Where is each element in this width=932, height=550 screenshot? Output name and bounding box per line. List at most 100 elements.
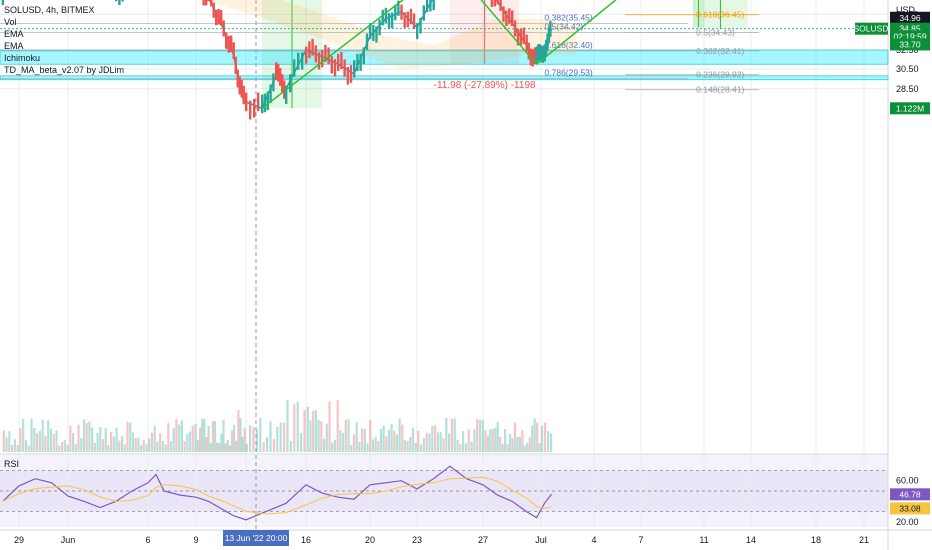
- volume-bar: [379, 428, 383, 452]
- volume-bar: [303, 410, 306, 452]
- candle: [321, 50, 324, 68]
- volume-bar: [506, 444, 509, 452]
- volume-bar: [428, 433, 431, 452]
- volume-bar: [96, 432, 99, 452]
- volume-bar: [201, 418, 204, 452]
- volume-bar: [262, 442, 265, 452]
- candle: [215, 9, 218, 26]
- volume-bar: [439, 432, 442, 452]
- volume-bar: [224, 443, 227, 452]
- volume-bar: [333, 439, 337, 452]
- volume-bar: [66, 444, 69, 452]
- candle: [409, 8, 413, 25]
- fib-label: 0.618(36.45): [696, 10, 744, 20]
- volume-bar: [456, 439, 459, 452]
- candle: [549, 20, 552, 37]
- volume-bar: [350, 445, 353, 452]
- volume-bar: [101, 439, 105, 452]
- volume-bar: [148, 438, 151, 452]
- volume-bar: [322, 438, 326, 452]
- volume-bar: [276, 426, 279, 452]
- volume-bar: [230, 430, 234, 452]
- rsi-axis-tag: [890, 502, 930, 515]
- candle: [269, 84, 272, 103]
- candle: [403, 12, 406, 28]
- candle: [519, 29, 523, 46]
- candle: [317, 52, 321, 70]
- candle: [527, 42, 530, 60]
- legend-ema-1[interactable]: EMA: [4, 29, 24, 39]
- candle: [285, 85, 288, 104]
- volume-bar: [99, 427, 102, 452]
- volume-bar: [499, 436, 502, 452]
- rsi-axis-tag-label: 33.08: [899, 503, 921, 513]
- candle: [324, 44, 327, 62]
- price-tick-label: 28.50: [896, 84, 919, 94]
- symbol-title[interactable]: SOLUSD, 4h, BITMEX: [4, 5, 95, 15]
- candle: [422, 5, 425, 21]
- candle: [205, 0, 208, 6]
- candle: [538, 44, 541, 62]
- volume-bar: [317, 420, 320, 452]
- legend-td-ma[interactable]: TD_MA_beta_v2.07 by JDLim: [4, 65, 125, 75]
- time-tick-label: 18: [811, 535, 821, 545]
- volume-bar: [528, 437, 531, 452]
- fib-label: 0.618(32.40): [545, 40, 593, 50]
- volume-bar: [453, 418, 456, 452]
- volume-bar: [44, 435, 47, 452]
- candle: [253, 98, 256, 118]
- volume-bar: [104, 428, 107, 452]
- legend-ichimoku[interactable]: Ichimoku: [4, 53, 41, 63]
- candle: [261, 94, 264, 114]
- volume-bar: [41, 419, 44, 452]
- candle: [369, 23, 372, 40]
- volume-bar: [77, 424, 80, 452]
- volume-bar: [401, 424, 404, 452]
- candle: [346, 67, 349, 85]
- volume-bar: [478, 419, 482, 452]
- volume-bar: [489, 429, 492, 452]
- candle: [245, 92, 248, 112]
- candle: [432, 0, 435, 11]
- candle: [511, 10, 514, 26]
- volume-bar: [235, 440, 238, 452]
- candle: [387, 13, 391, 29]
- volume-bar: [120, 436, 124, 452]
- candle: [499, 0, 502, 11]
- volume-bar: [425, 432, 428, 452]
- candle: [263, 93, 267, 113]
- candle: [394, 4, 397, 21]
- volume-bar: [462, 431, 465, 452]
- volume-bar: [16, 445, 19, 452]
- candle: [544, 39, 548, 57]
- volume-bar: [508, 433, 512, 452]
- price-axis-tag: [890, 38, 930, 51]
- candle: [372, 24, 375, 41]
- volume-bar: [355, 422, 358, 452]
- time-tick-label: Jun: [61, 535, 76, 545]
- volume-bar: [145, 444, 148, 452]
- time-tick-label: 7: [638, 535, 643, 545]
- volume-bar: [153, 425, 156, 452]
- volume-bar: [129, 422, 132, 452]
- legend-ema-2[interactable]: EMA: [4, 41, 24, 51]
- candle: [340, 51, 343, 70]
- volume-bar: [382, 425, 385, 452]
- price-axis-tag-label: 34.85: [899, 24, 921, 34]
- volume-bar: [118, 440, 121, 452]
- volume-bar: [266, 437, 269, 452]
- rsi-pane-title[interactable]: RSI: [4, 459, 20, 469]
- indicator-legend: SOLUSD, 4h, BITMEX Vol EMA EMA Ichimoku …: [4, 4, 124, 76]
- zigzag-projection-line: [261, 0, 617, 109]
- candle: [212, 2, 215, 18]
- legend-vol[interactable]: Vol: [4, 17, 17, 27]
- volume-bar: [142, 440, 145, 452]
- volume-bar: [205, 437, 208, 452]
- candle: [343, 59, 346, 77]
- volume-bar: [199, 427, 202, 452]
- time-tick-label: 16: [301, 535, 311, 545]
- volume-bar: [541, 425, 544, 452]
- volume-bar: [88, 421, 91, 452]
- volume-bar: [211, 421, 214, 452]
